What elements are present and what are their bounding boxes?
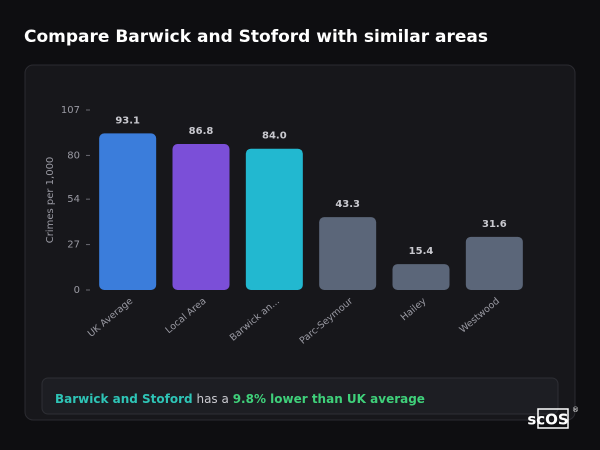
summary-text: Barwick and Stoford has a 9.8% lower tha… bbox=[55, 392, 425, 406]
value-label: 31.6 bbox=[482, 219, 507, 230]
value-label: 93.1 bbox=[115, 115, 140, 126]
y-tick-label: 107 bbox=[61, 105, 80, 116]
bar bbox=[172, 143, 230, 290]
logo: scOS bbox=[527, 411, 568, 429]
y-tick-label: 0 bbox=[74, 285, 80, 296]
value-label: 43.3 bbox=[335, 199, 360, 210]
summary-comparison: 9.8% lower than UK average bbox=[233, 392, 425, 406]
bar bbox=[465, 236, 523, 290]
y-tick-label: 80 bbox=[67, 150, 80, 161]
y-tick-label: 27 bbox=[67, 240, 80, 251]
y-tick-label: 54 bbox=[67, 194, 80, 205]
page-title: Compare Barwick and Stoford with similar… bbox=[24, 27, 488, 47]
value-label: 84.0 bbox=[262, 131, 287, 142]
logo-frame bbox=[537, 408, 569, 429]
summary-area: Barwick and Stoford bbox=[55, 392, 193, 406]
logo-mark: ® bbox=[572, 406, 579, 414]
bar bbox=[319, 217, 377, 290]
bar bbox=[99, 133, 157, 290]
bar bbox=[392, 264, 450, 290]
summary-box bbox=[41, 377, 559, 415]
bar bbox=[245, 148, 303, 290]
value-label: 15.4 bbox=[409, 246, 434, 257]
summary-middle: has a bbox=[196, 392, 228, 406]
value-label: 86.8 bbox=[189, 126, 214, 137]
y-axis-label: Crimes per 1,000 bbox=[45, 157, 56, 244]
